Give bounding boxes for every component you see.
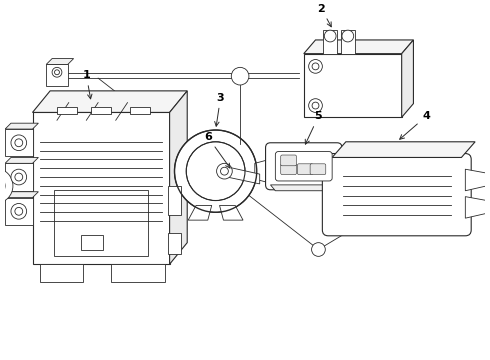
Circle shape — [11, 135, 26, 150]
Circle shape — [11, 169, 26, 185]
Circle shape — [0, 176, 5, 195]
Bar — [81, 235, 103, 251]
Circle shape — [312, 63, 319, 70]
Circle shape — [217, 163, 232, 179]
Bar — [32, 112, 170, 264]
Bar — [168, 186, 181, 215]
Text: 4: 4 — [400, 111, 430, 139]
Polygon shape — [32, 91, 187, 112]
Polygon shape — [5, 198, 32, 225]
Polygon shape — [323, 30, 337, 54]
Text: 2: 2 — [318, 4, 331, 27]
FancyBboxPatch shape — [281, 155, 296, 166]
Polygon shape — [341, 30, 355, 54]
Polygon shape — [255, 159, 270, 183]
Circle shape — [186, 142, 245, 201]
Polygon shape — [332, 142, 475, 157]
Circle shape — [342, 30, 354, 42]
Polygon shape — [5, 123, 38, 129]
Circle shape — [312, 243, 325, 256]
FancyBboxPatch shape — [266, 143, 342, 190]
Polygon shape — [5, 129, 32, 157]
Bar — [91, 107, 111, 114]
Polygon shape — [170, 91, 187, 264]
Bar — [168, 233, 181, 255]
Circle shape — [15, 139, 23, 147]
FancyBboxPatch shape — [281, 164, 296, 175]
Circle shape — [11, 203, 26, 219]
Circle shape — [178, 134, 253, 208]
Circle shape — [309, 99, 322, 112]
Polygon shape — [466, 197, 487, 218]
Circle shape — [174, 130, 257, 212]
Polygon shape — [5, 157, 38, 163]
Polygon shape — [188, 206, 212, 220]
Circle shape — [54, 70, 59, 75]
Polygon shape — [402, 40, 414, 117]
FancyBboxPatch shape — [310, 164, 326, 175]
Circle shape — [324, 30, 336, 42]
Circle shape — [231, 67, 249, 85]
Bar — [130, 107, 150, 114]
Polygon shape — [5, 163, 32, 191]
Text: 6: 6 — [204, 132, 230, 168]
Circle shape — [52, 67, 62, 77]
Circle shape — [220, 167, 228, 175]
FancyBboxPatch shape — [275, 152, 332, 181]
Polygon shape — [304, 40, 414, 54]
Circle shape — [15, 173, 23, 181]
Polygon shape — [5, 192, 38, 198]
Polygon shape — [220, 206, 243, 220]
Bar — [46, 64, 68, 86]
Circle shape — [186, 142, 245, 201]
Text: 3: 3 — [215, 93, 224, 126]
Circle shape — [309, 59, 322, 73]
Bar — [57, 107, 76, 114]
Text: 1: 1 — [82, 70, 92, 99]
Bar — [54, 190, 148, 256]
FancyBboxPatch shape — [322, 154, 471, 236]
Polygon shape — [222, 166, 260, 184]
Bar — [40, 264, 83, 282]
Text: 5: 5 — [305, 111, 322, 144]
Bar — [111, 264, 165, 282]
Bar — [304, 54, 402, 117]
Polygon shape — [466, 169, 487, 191]
Circle shape — [0, 168, 13, 203]
Circle shape — [15, 207, 23, 215]
FancyBboxPatch shape — [297, 164, 313, 175]
Polygon shape — [46, 59, 74, 64]
Circle shape — [312, 102, 319, 109]
Polygon shape — [270, 185, 342, 191]
